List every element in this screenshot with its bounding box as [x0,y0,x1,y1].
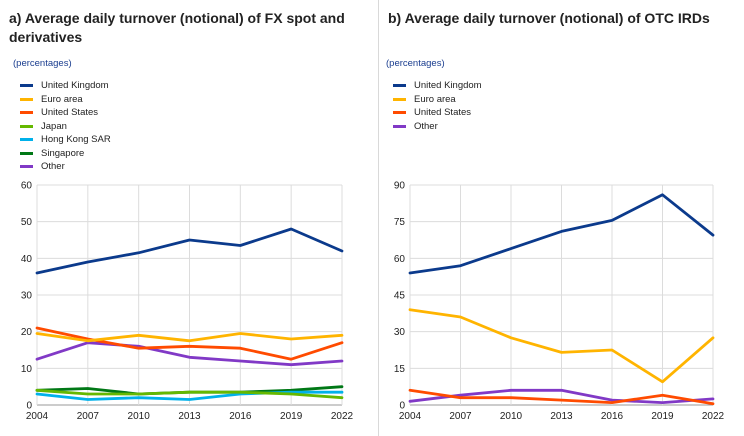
chart-a-title: a) Average daily turnover (notional) of … [9,10,345,45]
chart-b-legend-swatch [393,124,406,128]
chart-a-series-line-euro-area [35,332,344,343]
chart-b-series-line-euro-area [408,308,715,384]
chart-b-y-tick-label: 75 [394,217,406,228]
chart-a-x-tick-label: 2010 [128,411,151,422]
chart-b-legend-swatch [393,84,406,88]
chart-b-legend-item-united-kingdom: United Kingdom [393,79,482,93]
chart-a-legend-swatch [20,84,33,88]
chart-b-y-tick-label: 0 [399,401,405,412]
chart-a-x-tick-label: 2022 [331,411,354,422]
chart-a-series-line-united-kingdom [35,227,344,275]
chart-b-legend-swatch [393,97,406,101]
chart-b-x-tick-label: 2016 [601,411,624,422]
chart-b-y-tick-label: 60 [394,254,406,265]
chart-a-legend-label: United Kingdom [41,80,109,92]
chart-a-legend-label: United States [41,107,99,119]
chart-b-legend-item-united-states: United States [393,106,482,120]
chart-a-legend-label: Hong Kong SAR [41,134,111,146]
chart-b-series-line-united-kingdom [408,193,715,275]
chart-panel-b: b) Average daily turnover (notional) of … [379,0,744,436]
chart-a-y-tick-label: 0 [26,401,32,412]
panel-divider [378,0,379,436]
chart-a-series-line-united-states [35,326,344,361]
chart-a-x-tick-label: 2007 [77,411,100,422]
chart-a-legend-item-japan: Japan [20,120,111,134]
chart-a-legend-swatch [20,165,33,169]
chart-a-legend-item-euro-area: Euro area [20,93,111,107]
chart-b-subtitle: (percentages) [386,58,445,69]
chart-b-x-tick-label: 2019 [651,411,674,422]
chart-a-legend-swatch [20,124,33,128]
chart-a-series-line-hong-kong-sar [35,390,344,401]
chart-b-legend-label: United States [414,107,472,119]
chart-b-y-tick-label: 90 [394,181,406,192]
chart-a-subtitle: (percentages) [13,58,72,69]
chart-b-legend-item-euro-area: Euro area [393,93,482,107]
chart-b-series-line-united-states [408,388,715,406]
chart-b-x-tick-label: 2007 [449,411,472,422]
chart-a-x-tick-label: 2013 [178,411,201,422]
chart-panel-a: a) Average daily turnover (notional) of … [9,10,354,423]
chart-b-legend-label: Euro area [414,93,456,105]
chart-a-y-tick-label: 40 [21,254,33,265]
chart-a-series-line-japan [35,388,344,400]
chart-a-legend-swatch [20,97,33,101]
chart-a-plot: 0 10 20 30 40 50 60 2004 2007 2010 2013 2016 2019 202… [21,181,354,423]
chart-b-title: b) Average daily turnover (notional) of … [388,10,710,26]
chart-b-plot: 0 15 30 45 60 75 90 2004 2007 2010 2013 2016 2019 202… [394,181,725,423]
chart-a-y-tick-label: 60 [21,181,33,192]
chart-b-y-tick-label: 30 [394,327,406,338]
chart-b-legend: United Kingdom Euro area United States Othe… [393,79,482,133]
chart-b-x-tick-label: 2004 [399,411,422,422]
chart-b-legend-label: Other [414,120,438,132]
chart-b-x-tick-label: 2022 [702,411,725,422]
chart-a-y-tick-label: 30 [21,291,33,302]
chart-b-y-tick-label: 15 [394,364,406,375]
chart-a-legend-label: Singapore [41,147,85,159]
chart-b-y-tick-label: 45 [394,291,406,302]
chart-a-legend-swatch [20,111,33,115]
chart-a-legend-item-united-states: United States [20,106,111,120]
chart-a-y-tick-label: 20 [21,327,33,338]
chart-a-legend-swatch [20,138,33,142]
chart-b-legend-swatch [393,111,406,115]
chart-b-legend-label: United Kingdom [414,80,482,92]
chart-a-x-tick-label: 2019 [280,411,303,422]
chart-a-y-tick-label: 50 [21,217,33,228]
chart-b-legend-item-other: Other [393,120,482,134]
chart-a-legend-label: Other [41,161,65,173]
chart-a-x-tick-label: 2004 [26,411,49,422]
chart-a-legend-item-hong-kong-sar: Hong Kong SAR [20,133,111,147]
chart-a-legend: United Kingdom Euro area United States Japa… [20,79,111,174]
chart-a-x-tick-label: 2016 [229,411,252,422]
chart-a-legend-item-united-kingdom: United Kingdom [20,79,111,93]
chart-a-legend-item-singapore: Singapore [20,147,111,161]
chart-a-legend-item-other: Other [20,160,111,174]
chart-a-series-line-other [35,341,344,367]
chart-a-legend-label: Japan [41,120,67,132]
chart-a-legend-label: Euro area [41,93,83,105]
chart-a-legend-swatch [20,151,33,155]
chart-b-series-line-other [408,388,715,405]
chart-a-y-tick-label: 10 [21,364,33,375]
chart-b-x-tick-label: 2010 [500,411,523,422]
chart-b-x-tick-label: 2013 [550,411,573,422]
